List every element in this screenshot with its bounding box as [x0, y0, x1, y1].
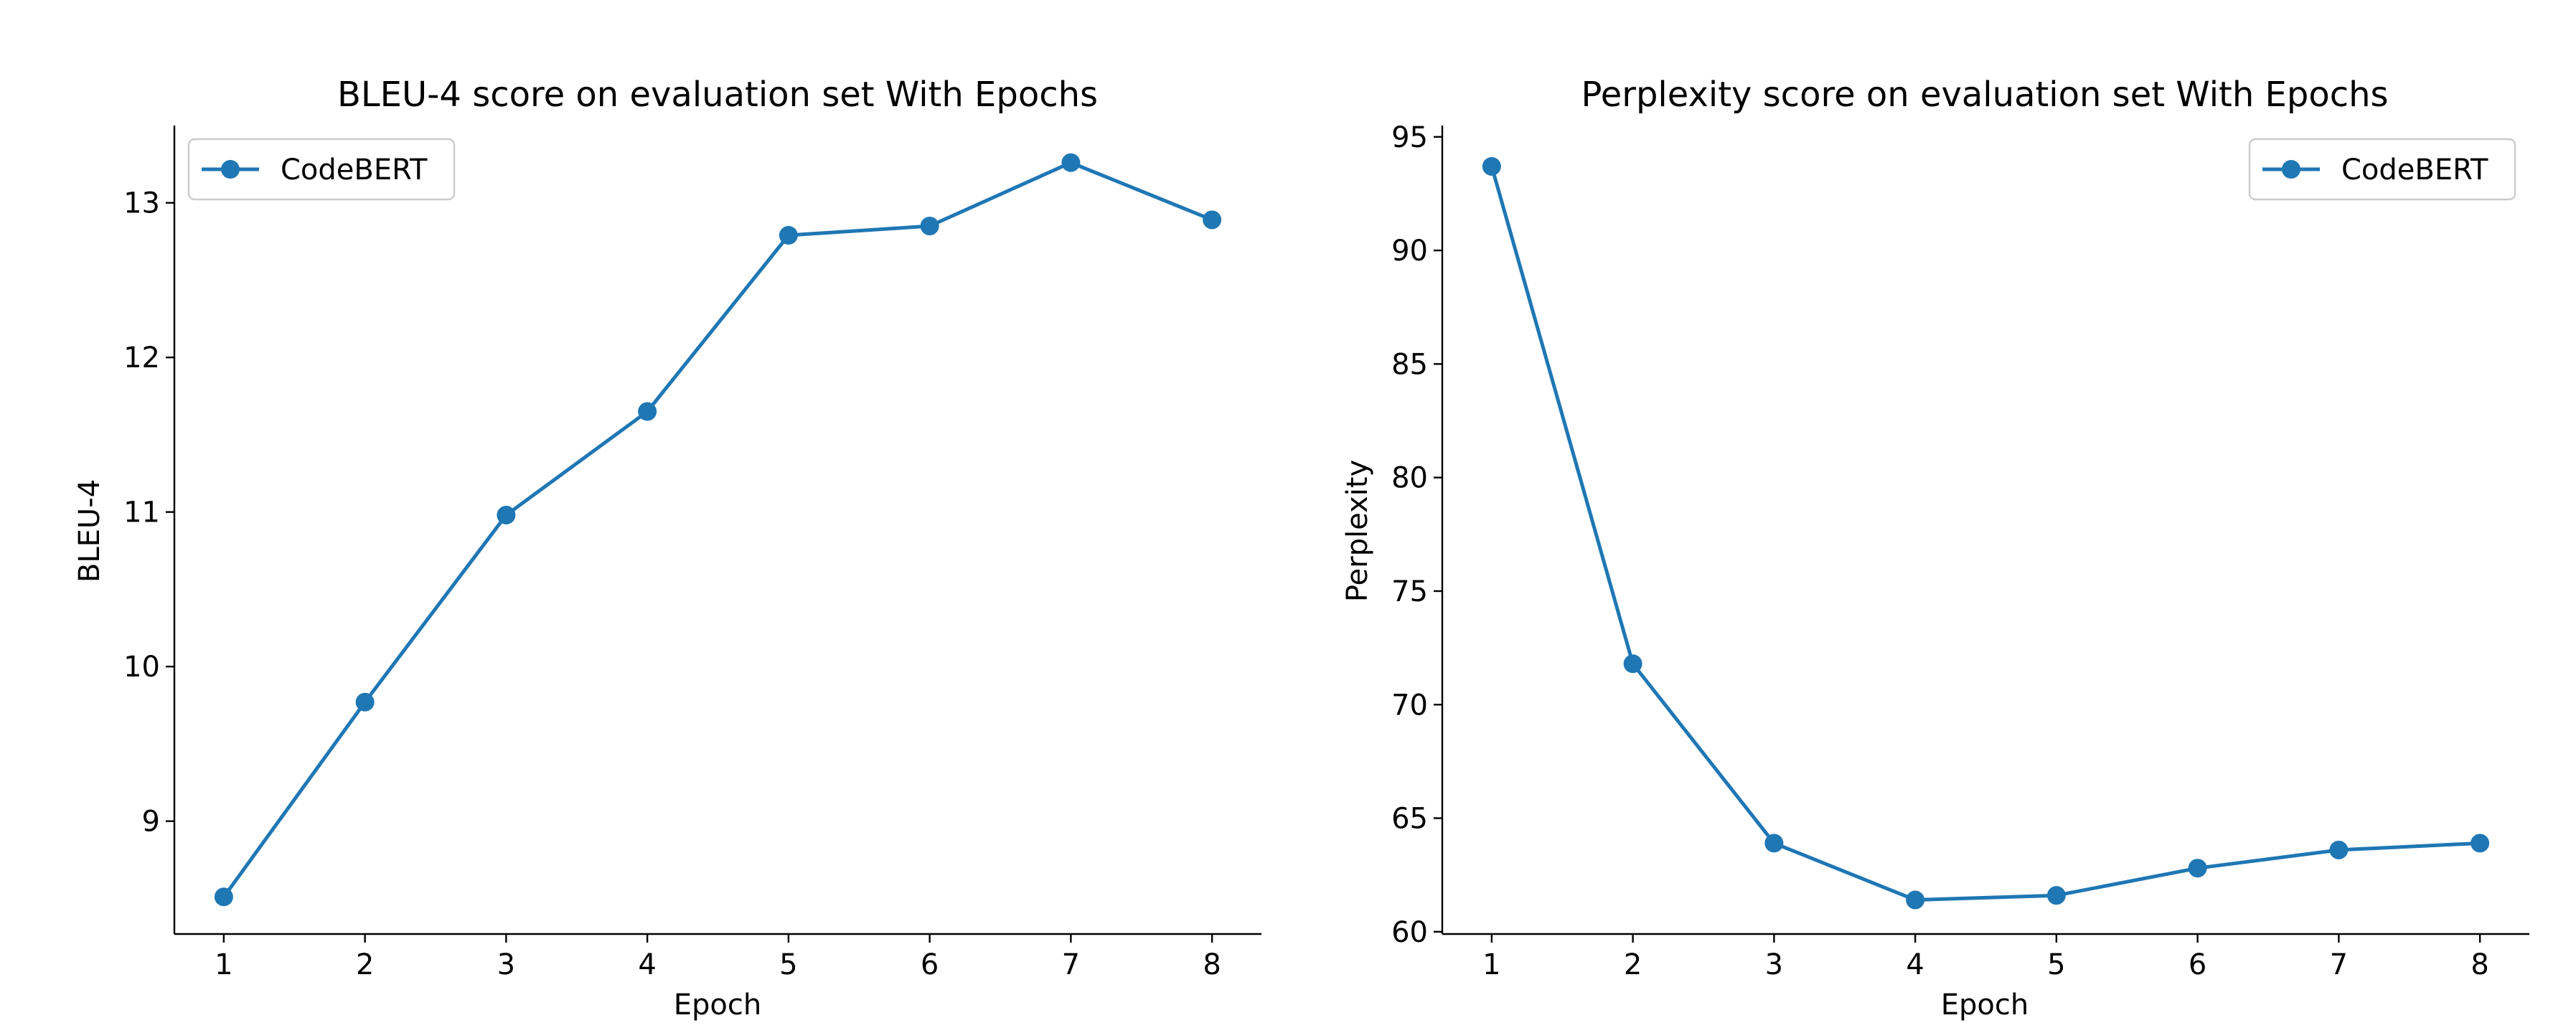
perplexity-chart-y-tick-label: 65 [1391, 803, 1428, 836]
perplexity-chart-data-point [1906, 890, 1925, 910]
perplexity-chart-x-tick-label: 3 [1765, 948, 1783, 981]
bleu-chart-x-tick-label: 5 [779, 948, 797, 981]
bleu-chart-legend-label: CodeBERT [281, 154, 428, 187]
perplexity-chart-y-tick-label: 70 [1391, 689, 1428, 722]
perplexity-chart-y-tick-label: 60 [1391, 916, 1428, 949]
bleu-chart-title: BLEU-4 score on evaluation set With Epoc… [337, 75, 1098, 115]
bleu-chart-data-point [920, 217, 939, 236]
perplexity-chart-y-tick-label: 85 [1391, 348, 1428, 381]
bleu-chart-y-axis-label: BLEU-4 [73, 479, 106, 582]
perplexity-chart-y-tick-label: 90 [1391, 235, 1428, 268]
bleu-chart-data-point [779, 225, 798, 245]
bleu-chart-panel: BLEU-4 score on evaluation set With Epoc… [73, 75, 1261, 1022]
bleu-chart-x-tick-label: 6 [921, 948, 939, 981]
perplexity-chart-x-tick-label: 2 [1624, 948, 1642, 981]
bleu-chart-data-point [355, 692, 375, 712]
bleu-chart-data-point [214, 887, 233, 907]
bleu-chart-legend-marker [221, 160, 240, 179]
perplexity-chart-data-point [2188, 859, 2207, 878]
bleu-chart-data-point [1061, 153, 1081, 172]
perplexity-chart-panel: Perplexity score on evaluation set With … [1341, 75, 2529, 1022]
perplexity-chart-x-tick-label: 7 [2330, 948, 2348, 981]
bleu-chart-x-tick-label: 4 [638, 948, 656, 981]
bleu-chart-data-point [497, 506, 516, 525]
bleu-chart-y-tick-label: 12 [123, 341, 160, 374]
bleu-chart-x-axis-label: Epoch [674, 989, 761, 1022]
bleu-chart-data-point [638, 402, 657, 421]
bleu-chart-legend: CodeBERT [187, 138, 456, 201]
perplexity-chart-y-axis-label: Perplexity [1341, 460, 1374, 602]
perplexity-chart-title: Perplexity score on evaluation set With … [1581, 75, 2388, 115]
bleu-chart-data-point [1203, 210, 1222, 230]
bleu-chart-y-tick-label: 10 [123, 651, 160, 684]
bleu-chart-legend-box [187, 138, 456, 201]
perplexity-chart-legend-marker [2282, 160, 2300, 179]
perplexity-chart-data-point [2046, 886, 2066, 905]
perplexity-chart-y-tick-label: 80 [1391, 462, 1428, 495]
perplexity-chart-data-point [1764, 834, 1784, 853]
perplexity-chart-y-tick-label: 75 [1391, 575, 1428, 608]
perplexity-chart-series-line [1490, 166, 2481, 902]
bleu-chart-x-tick-label: 2 [356, 948, 374, 981]
perplexity-chart-data-point [2471, 834, 2490, 853]
perplexity-chart-legend-label: CodeBERT [2341, 154, 2488, 187]
bleu-chart-y-tick-label: 11 [123, 496, 160, 529]
perplexity-chart-x-tick-label: 1 [1482, 948, 1500, 981]
bleu-chart-y-tick-label: 9 [142, 806, 160, 839]
perplexity-chart-x-tick-label: 8 [2471, 948, 2488, 981]
bleu-chart-x-tick-label: 7 [1062, 948, 1080, 981]
perplexity-chart-data-point [2329, 840, 2349, 859]
bleu-chart-series-line [222, 161, 1213, 898]
bleu-chart-x-tick-label: 1 [215, 948, 232, 981]
perplexity-chart-data-point [1623, 654, 1642, 674]
perplexity-chart-legend: CodeBERT [2248, 138, 2516, 201]
bleu-chart-x-tick-label: 3 [497, 948, 515, 981]
perplexity-chart-y-tick-label: 95 [1391, 121, 1428, 154]
perplexity-chart-data-point [1482, 156, 1501, 176]
perplexity-chart-x-axis-label: Epoch [1941, 989, 2029, 1022]
bleu-chart-y-tick-label: 13 [123, 187, 160, 220]
perplexity-chart-x-tick-label: 5 [2047, 948, 2065, 981]
perplexity-chart-legend-box [2248, 138, 2516, 201]
bleu-chart-x-tick-label: 8 [1203, 948, 1221, 981]
perplexity-chart-x-tick-label: 6 [2189, 948, 2206, 981]
perplexity-chart-x-tick-label: 4 [1906, 948, 1924, 981]
